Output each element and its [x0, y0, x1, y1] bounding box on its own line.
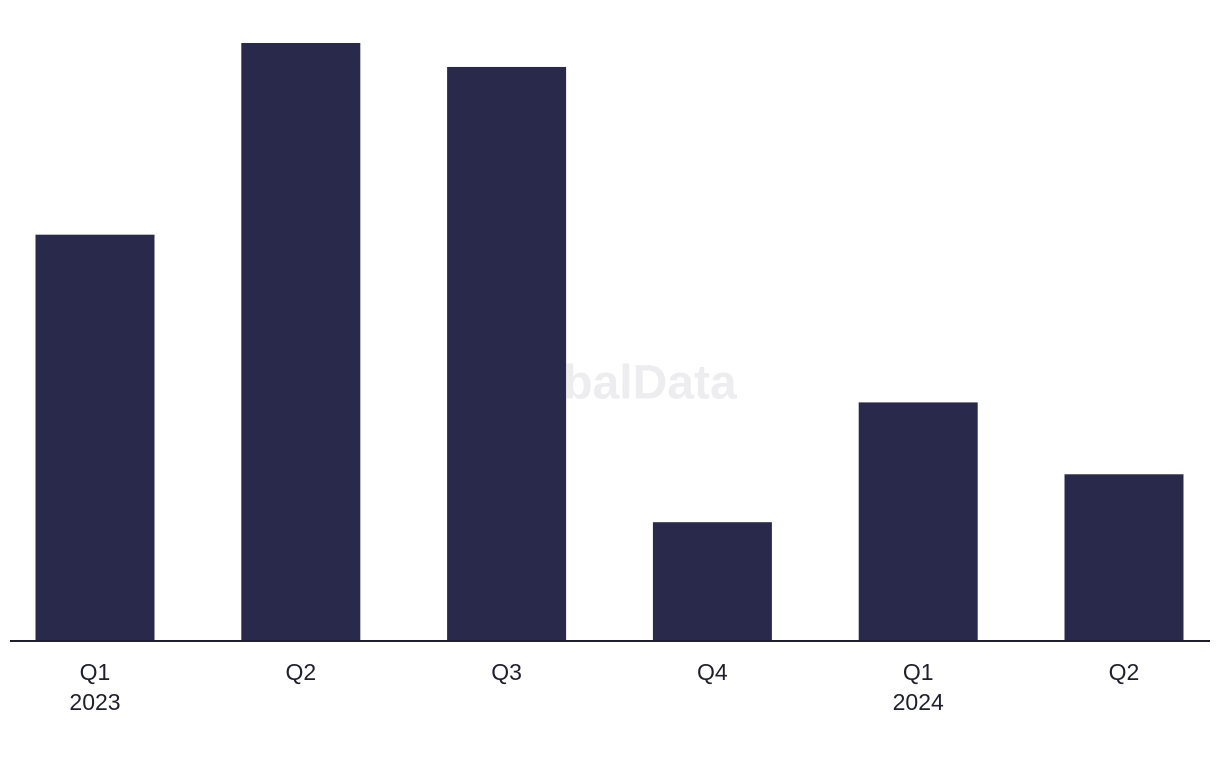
x-tick-label: Q4	[697, 659, 728, 685]
bar	[447, 66, 567, 642]
x-tick-label: Q1	[903, 659, 934, 685]
bar	[858, 402, 978, 641]
bar	[1064, 474, 1184, 641]
x-tick-label: Q1	[80, 659, 111, 685]
watermark: GlobalData	[483, 357, 737, 410]
bar	[241, 42, 361, 641]
x-year-label: 2023	[69, 689, 120, 715]
bar	[652, 522, 772, 641]
x-year-label: 2024	[893, 689, 944, 715]
x-tick-label: Q3	[491, 659, 522, 685]
x-tick-label: Q2	[285, 659, 316, 685]
bar	[35, 234, 155, 641]
x-tick-label: Q2	[1109, 659, 1140, 685]
